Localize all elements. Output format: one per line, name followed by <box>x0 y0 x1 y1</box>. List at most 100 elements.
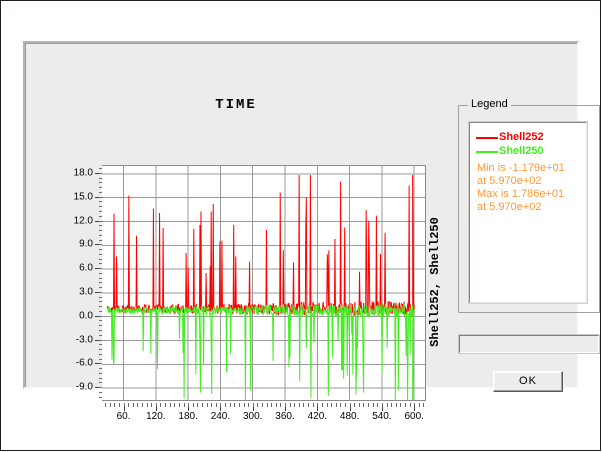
y-tick-minor <box>99 291 102 293</box>
legend-groupbox: Legend <box>458 98 600 313</box>
plot-region: TIME 18.0 15.0 12.0 9.0 6.0 3.0 0.0 -3.0 -6.0 -9.… <box>51 89 442 422</box>
y-tick-minor <box>99 358 102 360</box>
x-tick-minor <box>169 403 171 407</box>
legend-stat-line: Max is 1.786e+01 <box>477 188 565 200</box>
y-tick-label: -3.0 <box>75 334 93 345</box>
x-tick-minor <box>400 403 402 407</box>
x-axis-tick-labels: 60. 120. 180. 240. 300. 360. 420. 480. 540. 600. <box>102 411 432 427</box>
x-tick-label: 540. <box>372 411 392 422</box>
y-tick-major <box>95 268 102 270</box>
x-tick-minor <box>405 403 406 407</box>
legend-statistics: Min is -1.179e+01 at 5.970e+02 Max is 1.78… <box>476 162 586 214</box>
y-tick-minor <box>99 206 102 208</box>
y-tick-minor <box>99 363 102 365</box>
y-tick-major <box>95 244 102 246</box>
x-tick-minor <box>257 403 259 407</box>
y-tick-minor <box>99 320 102 322</box>
y-axis-title: Shell252, Shell250 <box>428 217 442 347</box>
x-tick-major <box>414 403 416 411</box>
x-tick-minor <box>418 403 420 407</box>
x-tick-minor <box>243 403 245 407</box>
x-tick-minor <box>414 403 416 407</box>
y-tick-minor <box>99 372 102 374</box>
y-tick-minor <box>99 187 102 189</box>
x-tick-minor <box>141 403 143 407</box>
series-shell250 <box>106 302 415 400</box>
y-tick-major <box>95 339 102 341</box>
x-tick-major <box>317 403 319 411</box>
y-tick-minor <box>99 277 102 279</box>
y-tick-minor <box>99 220 102 222</box>
x-tick-minor <box>229 403 231 407</box>
x-tick-minor <box>261 403 263 407</box>
x-tick-label: 180. <box>178 411 198 422</box>
y-tick-minor <box>99 387 102 389</box>
x-tick-minor <box>381 403 383 407</box>
y-tick-minor <box>99 211 102 212</box>
plot-svg <box>102 166 425 400</box>
x-tick-minor <box>340 403 342 407</box>
x-tick-label: 120. <box>146 411 166 422</box>
y-tick-minor <box>99 349 102 351</box>
x-tick-label: 60. <box>116 411 131 422</box>
x-tick-minor <box>303 403 305 407</box>
x-tick-minor <box>109 403 111 407</box>
x-tick-minor <box>248 403 250 407</box>
x-tick-minor <box>211 403 213 407</box>
x-tick-minor <box>188 403 190 407</box>
legend-color-swatch <box>476 150 498 153</box>
x-tick-minor <box>155 403 157 407</box>
x-tick-minor <box>206 403 208 407</box>
y-tick-minor <box>99 329 102 331</box>
x-tick-major <box>188 403 190 411</box>
x-tick-minor <box>377 403 379 407</box>
y-tick-minor <box>99 382 102 384</box>
x-tick-label: 240. <box>210 411 231 422</box>
x-tick-major <box>349 403 351 411</box>
legend-color-swatch <box>476 136 498 139</box>
x-tick-major <box>285 403 287 411</box>
series-shell252 <box>106 175 415 317</box>
y-tick-major <box>95 172 102 174</box>
x-tick-minor <box>174 403 176 407</box>
x-tick-minor <box>178 403 180 407</box>
y-tick-minor <box>99 258 102 260</box>
x-tick-minor <box>395 403 397 407</box>
y-tick-label: 9.0 <box>79 238 93 250</box>
y-tick-minor <box>99 172 102 174</box>
x-tick-minor <box>215 403 217 407</box>
legend-stat-line: Min is -1.179e+01 <box>477 162 565 174</box>
x-tick-minor <box>266 403 268 407</box>
y-tick-minor <box>99 177 102 179</box>
y-tick-minor <box>99 201 102 203</box>
y-tick-minor <box>99 191 102 193</box>
x-tick-minor <box>201 403 203 407</box>
y-tick-minor <box>99 368 102 370</box>
x-tick-minor <box>294 403 296 407</box>
x-tick-minor <box>386 403 388 407</box>
y-tick-minor <box>99 325 102 327</box>
x-tick-minor <box>165 403 167 407</box>
x-tick-label: 360. <box>275 411 295 422</box>
y-tick-minor <box>99 306 102 308</box>
y-tick-label: 3.0 <box>79 286 93 298</box>
status-text-field[interactable] <box>458 334 600 354</box>
x-tick-minor <box>271 403 273 407</box>
x-tick-minor <box>372 403 374 407</box>
x-tick-minor <box>234 403 236 407</box>
ok-button[interactable]: OK <box>493 371 563 392</box>
x-tick-minor <box>137 403 139 407</box>
plot-canvas[interactable] <box>102 165 426 401</box>
x-tick-minor <box>391 403 393 407</box>
x-tick-minor <box>128 403 130 407</box>
y-tick-minor <box>99 310 102 312</box>
legend-entry: Shell250 <box>476 145 586 158</box>
y-tick-minor <box>99 263 102 265</box>
legend-series-label: Shell250 <box>499 145 544 157</box>
x-tick-minor <box>225 403 227 407</box>
y-tick-label: 15.0 <box>73 191 93 203</box>
x-tick-label: 300. <box>242 411 263 422</box>
x-tick-label: 420. <box>307 411 328 422</box>
x-tick-minor <box>317 403 319 407</box>
y-tick-minor <box>99 287 102 289</box>
